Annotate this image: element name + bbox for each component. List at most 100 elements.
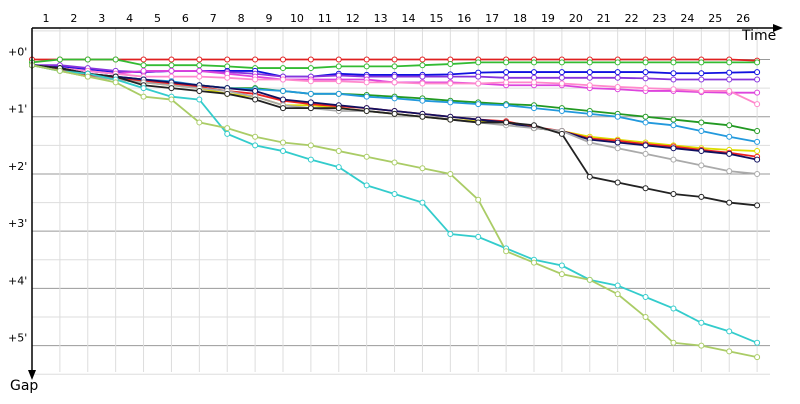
point bbox=[196, 67, 203, 74]
x-tick-label: 4 bbox=[126, 12, 133, 25]
point bbox=[280, 65, 286, 72]
point bbox=[363, 153, 370, 160]
point bbox=[307, 65, 314, 72]
point bbox=[642, 69, 649, 76]
point bbox=[140, 56, 147, 63]
point bbox=[335, 148, 342, 155]
point bbox=[419, 73, 426, 80]
x-tick-label: 17 bbox=[485, 12, 499, 25]
point bbox=[614, 179, 621, 186]
point bbox=[196, 119, 203, 126]
point bbox=[642, 119, 649, 126]
point bbox=[447, 73, 454, 80]
point bbox=[307, 142, 314, 149]
point bbox=[558, 59, 565, 66]
point bbox=[531, 79, 537, 86]
point bbox=[642, 59, 649, 66]
point bbox=[754, 156, 761, 163]
x-tick-label: 6 bbox=[182, 12, 189, 25]
point bbox=[335, 63, 342, 70]
point bbox=[670, 156, 677, 163]
point bbox=[503, 79, 510, 86]
point bbox=[503, 248, 510, 255]
point bbox=[642, 142, 649, 149]
point bbox=[224, 130, 231, 137]
x-tick-label: 12 bbox=[346, 12, 360, 25]
point bbox=[252, 56, 259, 63]
point bbox=[447, 170, 454, 177]
point bbox=[307, 105, 314, 112]
point bbox=[614, 291, 621, 298]
point bbox=[252, 87, 259, 94]
point bbox=[586, 82, 593, 89]
point bbox=[196, 87, 203, 94]
point bbox=[586, 69, 593, 76]
point bbox=[558, 262, 565, 269]
x-tick-label: 9 bbox=[266, 12, 273, 25]
point bbox=[614, 74, 621, 81]
x-tick-label: 19 bbox=[541, 12, 555, 25]
point bbox=[363, 93, 370, 100]
point bbox=[754, 202, 761, 209]
point bbox=[419, 97, 426, 104]
point bbox=[614, 282, 621, 289]
point bbox=[391, 63, 398, 70]
y-tick-label: +4' bbox=[8, 274, 27, 287]
point bbox=[391, 56, 398, 63]
point bbox=[586, 110, 593, 117]
x-tick-label: 1 bbox=[42, 12, 49, 25]
point bbox=[754, 128, 761, 135]
point bbox=[754, 69, 761, 76]
point bbox=[307, 99, 314, 106]
point bbox=[447, 231, 454, 238]
point bbox=[670, 145, 677, 152]
point bbox=[224, 74, 231, 81]
point bbox=[726, 122, 733, 129]
point bbox=[642, 75, 649, 82]
point bbox=[475, 233, 482, 240]
point bbox=[363, 79, 370, 86]
point bbox=[698, 148, 705, 155]
x-tick-label: 16 bbox=[457, 12, 471, 25]
point bbox=[558, 130, 565, 137]
point bbox=[280, 87, 286, 94]
point bbox=[363, 107, 370, 114]
x-axis-title: Time bbox=[741, 28, 776, 44]
point bbox=[586, 139, 593, 146]
point bbox=[56, 67, 63, 74]
point bbox=[335, 105, 342, 112]
point bbox=[531, 122, 537, 129]
point bbox=[168, 67, 175, 74]
point bbox=[196, 62, 203, 69]
point bbox=[112, 79, 119, 86]
point bbox=[391, 73, 398, 80]
point bbox=[531, 259, 537, 266]
point bbox=[224, 125, 231, 132]
y-tick-label: +3' bbox=[8, 217, 27, 230]
point bbox=[586, 173, 593, 180]
point bbox=[642, 294, 649, 301]
point bbox=[754, 170, 761, 177]
point bbox=[224, 56, 231, 63]
point bbox=[726, 328, 733, 335]
point bbox=[642, 185, 649, 192]
point bbox=[698, 193, 705, 200]
point bbox=[614, 145, 621, 152]
point bbox=[447, 61, 454, 68]
point bbox=[614, 69, 621, 76]
point bbox=[698, 76, 705, 83]
point bbox=[754, 354, 761, 361]
x-tick-label: 10 bbox=[290, 12, 304, 25]
point bbox=[335, 56, 342, 63]
point bbox=[642, 314, 649, 321]
point bbox=[670, 339, 677, 346]
x-tick-label: 21 bbox=[597, 12, 611, 25]
point bbox=[307, 156, 314, 163]
point bbox=[140, 85, 147, 92]
x-tick-label: 13 bbox=[374, 12, 388, 25]
point bbox=[391, 110, 398, 117]
point bbox=[726, 150, 733, 157]
point bbox=[614, 139, 621, 146]
y-tick-label: +0' bbox=[8, 45, 27, 58]
point bbox=[754, 89, 761, 96]
